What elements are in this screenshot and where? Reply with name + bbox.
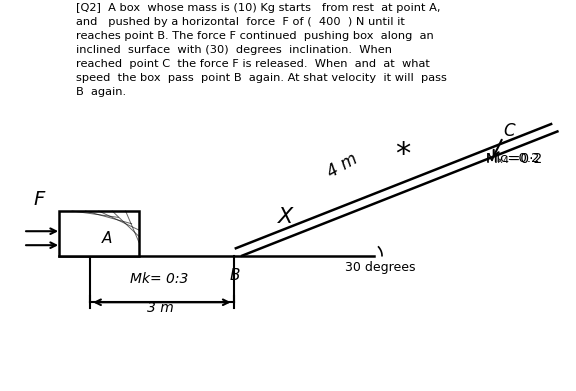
- Text: B: B: [230, 267, 241, 283]
- Text: C: C: [503, 122, 514, 140]
- Text: Mₓ₄=0·2: Mₓ₄=0·2: [486, 152, 543, 166]
- Text: Mk= 0:3: Mk= 0:3: [130, 272, 189, 286]
- Text: X: X: [278, 207, 293, 227]
- Text: 4 m: 4 m: [324, 150, 361, 182]
- Text: Mic=0.2: Mic=0.2: [486, 152, 540, 165]
- Text: A: A: [103, 231, 113, 246]
- Text: *: *: [395, 140, 410, 169]
- Bar: [59, 211, 139, 256]
- Text: 30 degrees: 30 degrees: [346, 261, 416, 274]
- Text: [Q2]  A box  whose mass is (10) Kg starts   from rest  at point A,
and   pushed : [Q2] A box whose mass is (10) Kg starts …: [76, 4, 447, 97]
- Text: 3 m: 3 m: [147, 301, 174, 315]
- Text: F: F: [33, 190, 44, 209]
